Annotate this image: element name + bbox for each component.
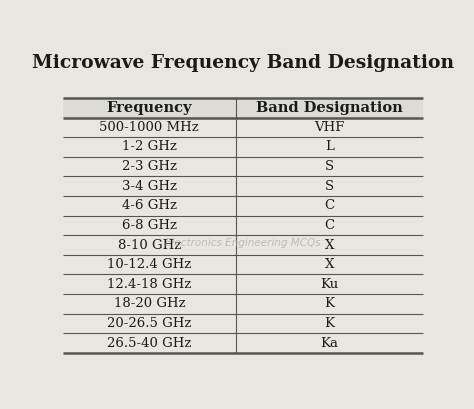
- Text: 26.5-40 GHz: 26.5-40 GHz: [107, 337, 191, 350]
- Text: 8-10 GHz: 8-10 GHz: [118, 238, 181, 252]
- Bar: [63, 98, 423, 117]
- Text: 6-8 GHz: 6-8 GHz: [122, 219, 177, 232]
- Text: Frequency: Frequency: [107, 101, 192, 115]
- Text: C: C: [324, 219, 334, 232]
- Text: C: C: [324, 199, 334, 212]
- Text: Electronics Engineering MCQs: Electronics Engineering MCQs: [165, 238, 321, 248]
- Text: L: L: [325, 140, 334, 153]
- Text: K: K: [324, 317, 334, 330]
- Text: 3-4 GHz: 3-4 GHz: [122, 180, 177, 193]
- Text: Ka: Ka: [320, 337, 338, 350]
- Text: Microwave Frequency Band Designation: Microwave Frequency Band Designation: [32, 54, 454, 72]
- Text: X: X: [325, 258, 334, 271]
- Text: Ku: Ku: [320, 278, 338, 291]
- Text: X: X: [325, 238, 334, 252]
- Text: K: K: [324, 297, 334, 310]
- Text: 10-12.4 GHz: 10-12.4 GHz: [107, 258, 191, 271]
- Text: S: S: [325, 160, 334, 173]
- Text: VHF: VHF: [314, 121, 345, 134]
- Text: 500-1000 MHz: 500-1000 MHz: [100, 121, 199, 134]
- Text: 1-2 GHz: 1-2 GHz: [122, 140, 177, 153]
- Text: 12.4-18 GHz: 12.4-18 GHz: [107, 278, 191, 291]
- Text: Band Designation: Band Designation: [256, 101, 403, 115]
- Text: 4-6 GHz: 4-6 GHz: [122, 199, 177, 212]
- Text: 18-20 GHz: 18-20 GHz: [113, 297, 185, 310]
- Text: S: S: [325, 180, 334, 193]
- Text: 2-3 GHz: 2-3 GHz: [122, 160, 177, 173]
- Text: 20-26.5 GHz: 20-26.5 GHz: [107, 317, 191, 330]
